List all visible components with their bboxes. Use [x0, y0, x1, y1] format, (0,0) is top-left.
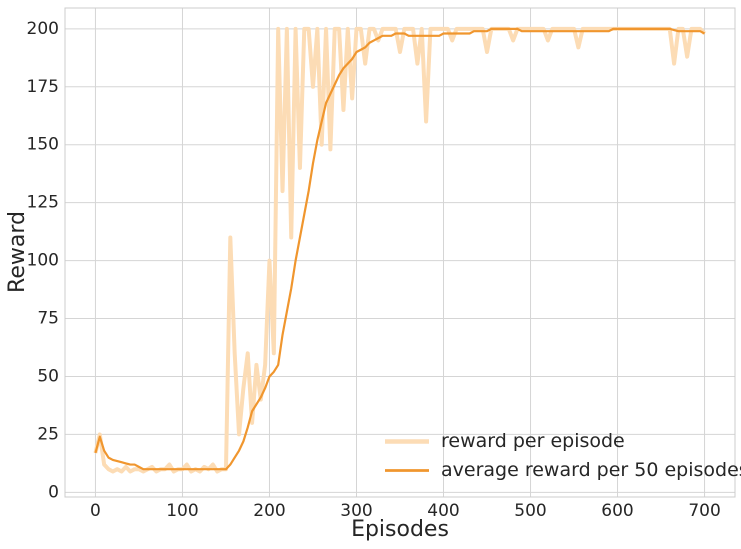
legend-label: reward per episode	[441, 430, 625, 452]
series-line	[93, 26, 707, 474]
x-tick-label: 400	[427, 501, 459, 521]
y-tick-label: 175	[27, 77, 59, 97]
y-tick-label: 25	[37, 424, 59, 444]
x-tick-label: 700	[688, 501, 720, 521]
x-tick-label: 300	[340, 501, 372, 521]
series-line	[94, 27, 706, 471]
y-tick-label: 50	[37, 366, 59, 386]
y-tick-label: 125	[27, 193, 59, 213]
x-tick-label: 100	[166, 501, 198, 521]
plot-frame	[64, 7, 736, 498]
x-tick-label: 0	[90, 501, 101, 521]
y-tick-label: 150	[27, 135, 59, 155]
legend-label: average reward per 50 episodes	[441, 459, 741, 481]
x-tick-label: 500	[514, 501, 546, 521]
y-tick-label: 100	[27, 251, 59, 271]
y-tick-label: 0	[48, 482, 59, 502]
x-tick-label: 200	[253, 501, 285, 521]
y-axis-label: Reward	[5, 211, 30, 293]
x-tick-label: 600	[601, 501, 633, 521]
y-tick-label: 200	[27, 19, 59, 39]
y-tick-label: 75	[37, 309, 59, 329]
x-axis-label: Episodes	[351, 517, 449, 542]
